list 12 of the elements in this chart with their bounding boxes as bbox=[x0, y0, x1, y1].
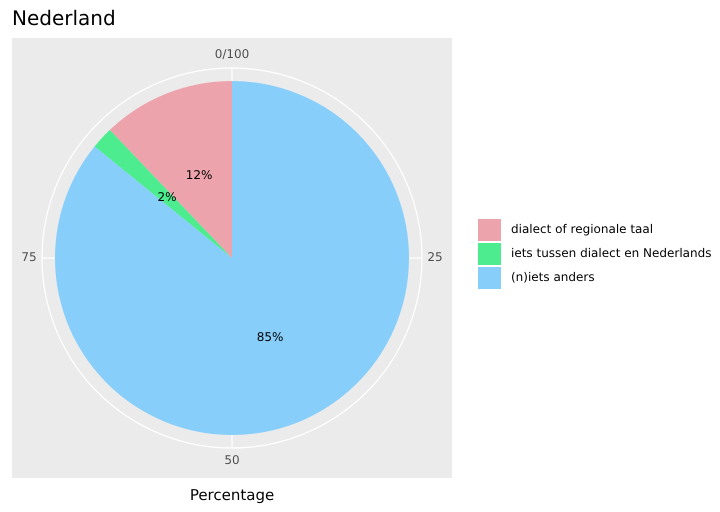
data-label: 12% bbox=[186, 168, 212, 182]
legend-label: iets tussen dialect en Nederlands bbox=[511, 246, 712, 260]
chart-title: Nederland bbox=[12, 6, 116, 30]
text: 50 bbox=[224, 453, 240, 468]
data-label: 85% bbox=[256, 330, 284, 344]
text: Percentage bbox=[190, 486, 274, 504]
legend-label: (n)iets anders bbox=[511, 270, 595, 284]
text: 75 bbox=[21, 250, 37, 264]
data-label: 2% bbox=[157, 190, 177, 204]
text: 0/100 bbox=[214, 47, 250, 62]
text: 25 bbox=[427, 250, 443, 264]
legend-label: dialect of regionale taal bbox=[511, 222, 654, 236]
